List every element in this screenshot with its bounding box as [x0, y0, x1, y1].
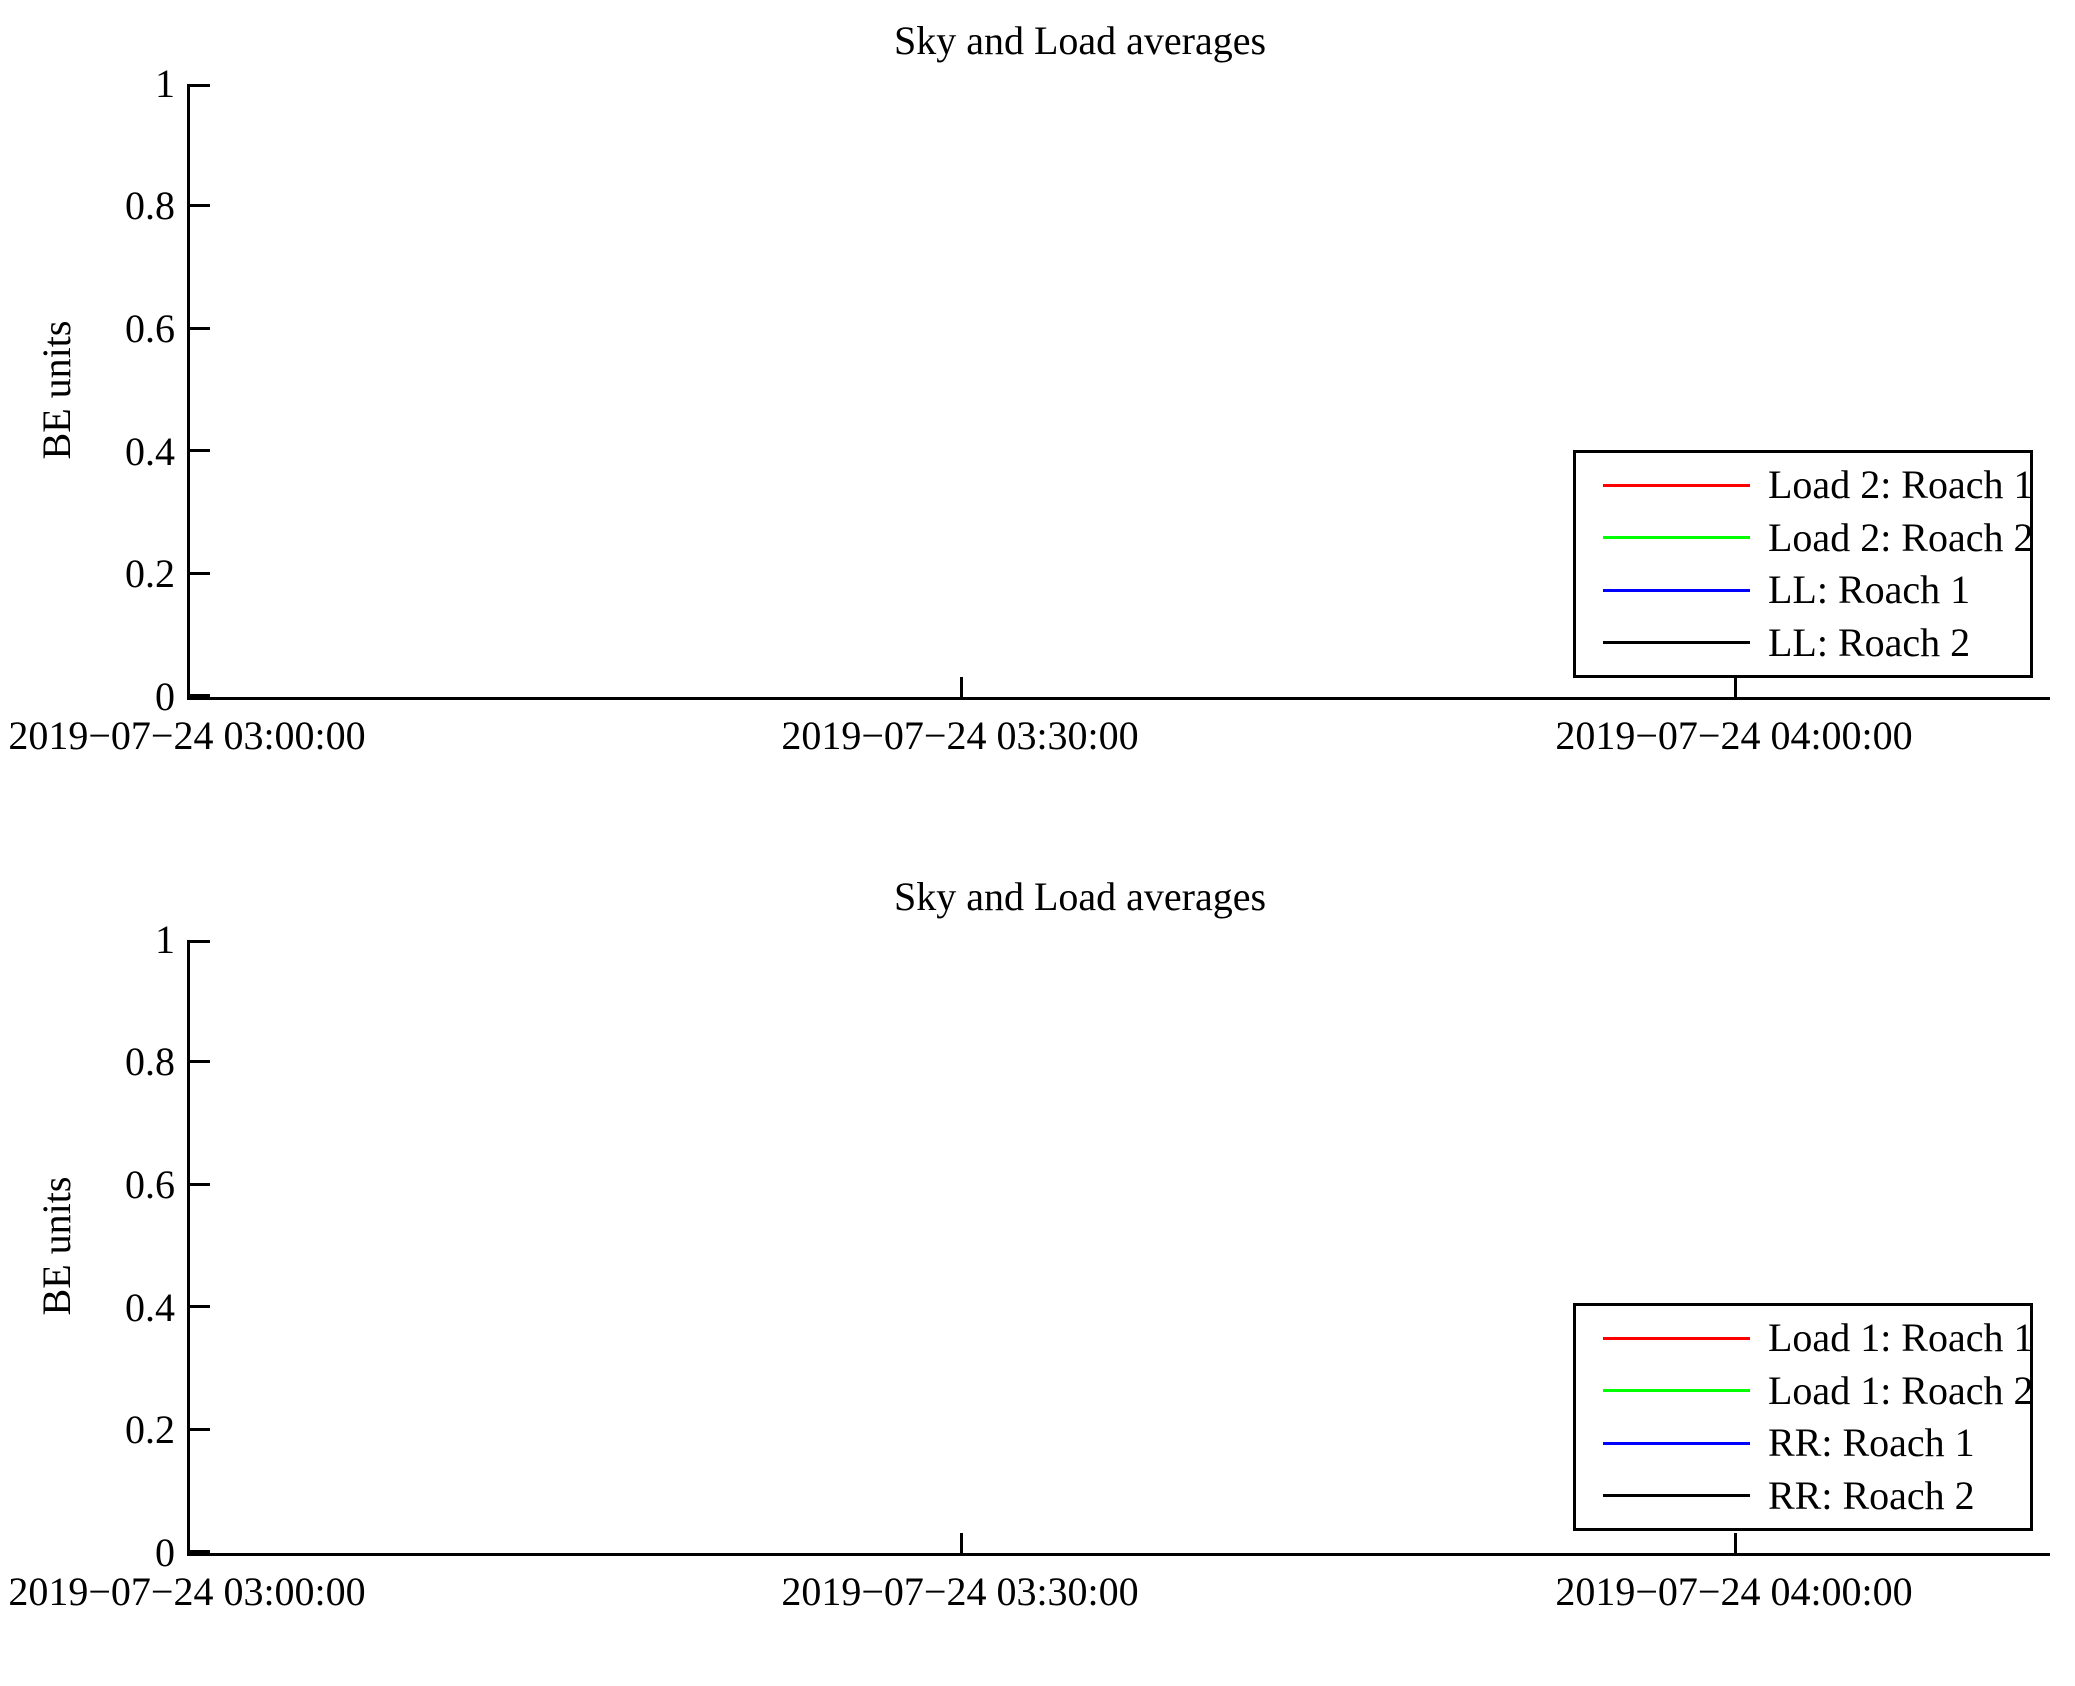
y-tick-label: 0.4	[125, 1285, 175, 1330]
legend-row: Load 2: Roach 2	[1576, 517, 2034, 558]
legend-line-sample	[1603, 1336, 1750, 1340]
y-axis-tick	[190, 1183, 210, 1186]
legend-line-sample	[1603, 483, 1750, 487]
x-axis-tick	[960, 1533, 963, 1553]
legend-entry-label: RR: Roach 1	[1768, 1420, 1975, 1466]
y-axis-tick	[190, 694, 210, 697]
legend-entry-label: Load 2: Roach 2	[1768, 514, 2034, 560]
chart-title: Sky and Load averages	[893, 18, 1267, 63]
y-tick-label: 0.8	[125, 183, 175, 228]
y-tick-label: 0.2	[125, 1407, 175, 1452]
y-axis-tick	[190, 449, 210, 452]
x-tick-label: 2019−07−24 04:00:00	[1555, 1569, 1913, 1614]
legend-box: Load 1: Roach 1 Load 1: Roach 2 RR: Roac…	[1573, 1303, 2034, 1531]
y-tick-label: 0.2	[125, 551, 175, 596]
x-tick-label: 2019−07−24 03:00:00	[8, 713, 366, 758]
x-tick-label: 2019−07−24 03:30:00	[781, 713, 1139, 758]
legend-row: RR: Roach 2	[1576, 1472, 2030, 1518]
legend-line-sample	[1603, 536, 1750, 540]
legend-row: LL: Roach 1	[1576, 570, 2030, 610]
y-tick-label: 1	[155, 61, 175, 106]
x-axis-tick	[1734, 1533, 1737, 1553]
chart-top: Sky and Load averages BE units 1 0.8 0.6…	[0, 0, 2075, 830]
y-axis-tick	[190, 1060, 210, 1063]
y-axis-tick	[190, 1305, 210, 1308]
y-axis-tick	[190, 572, 210, 575]
y-axis-tick	[190, 1550, 210, 1553]
legend-entry-label: LL: Roach 1	[1768, 567, 1971, 613]
y-tick-label: 0.4	[125, 429, 175, 474]
legend-entry-label: Load 1: Roach 2	[1768, 1367, 2034, 1413]
y-axis-tick	[190, 84, 210, 87]
y-tick-label: 0	[155, 674, 175, 719]
x-axis-tick	[960, 677, 963, 697]
y-axis-tick	[190, 327, 210, 330]
y-axis-tick	[190, 940, 210, 943]
legend-row: LL: Roach 2	[1576, 619, 2030, 665]
legend-entry-label: RR: Roach 2	[1768, 1472, 1975, 1518]
y-tick-label: 0.6	[125, 1162, 175, 1207]
legend-line-sample	[1603, 641, 1750, 645]
legend-row: Load 1: Roach 2	[1576, 1370, 2034, 1411]
legend-row: Load 2: Roach 1	[1576, 465, 2034, 505]
y-axis-tick	[190, 204, 210, 207]
legend-box: Load 2: Roach 1 Load 2: Roach 2 LL: Roac…	[1573, 450, 2034, 678]
legend-line-sample	[1603, 1389, 1750, 1393]
chart-bottom: Sky and Load averages BE units 1 0.8 0.6…	[0, 856, 2075, 1686]
y-tick-label: 1	[155, 917, 175, 962]
chart-title: Sky and Load averages	[893, 874, 1267, 919]
legend-entry-label: Load 2: Roach 1	[1768, 462, 2034, 508]
x-tick-label: 2019−07−24 03:30:00	[781, 1569, 1139, 1614]
y-tick-label: 0	[155, 1530, 175, 1575]
legend-line-sample	[1603, 1494, 1750, 1498]
x-axis-tick	[1734, 677, 1737, 697]
legend-line-sample	[1603, 1441, 1750, 1445]
plot-area	[187, 940, 2050, 1556]
plot-area	[187, 84, 2050, 700]
y-tick-label: 0.6	[125, 306, 175, 351]
y-tick-label: 0.8	[125, 1039, 175, 1084]
legend-entry-label: LL: Roach 2	[1768, 619, 1971, 665]
legend-line-sample	[1603, 588, 1750, 592]
x-tick-label: 2019−07−24 04:00:00	[1555, 713, 1913, 758]
x-tick-label: 2019−07−24 03:00:00	[8, 1569, 366, 1614]
legend-entry-label: Load 1: Roach 1	[1768, 1315, 2034, 1361]
legend-row: RR: Roach 1	[1576, 1423, 2030, 1463]
y-axis-tick	[190, 1428, 210, 1431]
legend-row: Load 1: Roach 1	[1576, 1318, 2034, 1358]
